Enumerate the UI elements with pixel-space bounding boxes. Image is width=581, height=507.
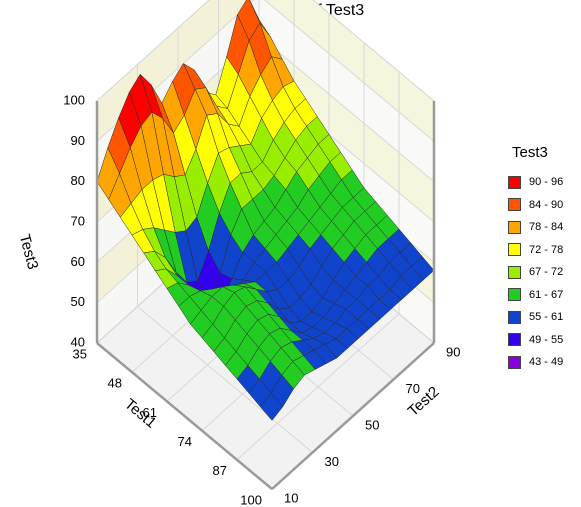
- legend-swatch: [508, 288, 521, 302]
- x-axis-title: Test1: [121, 396, 159, 432]
- legend-item: 67 - 72: [508, 261, 563, 284]
- legend-label: 90 - 96: [529, 176, 564, 189]
- z-tick-label: 100: [63, 92, 85, 107]
- tick-labels: 40 50 60 70 80 90 100 35 48 61 74 87 100 10 30 50 70 90 Te…: [16, 92, 461, 507]
- surface-mesh: [96, 0, 435, 421]
- y-tick-label: 30: [325, 454, 339, 469]
- legend-swatch: [508, 243, 521, 257]
- legend-label: 61 - 67: [529, 288, 564, 301]
- legend-item: 49 - 55: [508, 329, 563, 352]
- x-axis-line: [96, 342, 273, 490]
- y-tick-label: 50: [365, 417, 379, 432]
- legend-label: 43 - 49: [529, 356, 564, 369]
- legend-item: 61 - 67: [508, 284, 563, 307]
- legend-item: 84 - 90: [508, 194, 563, 217]
- x-tick-label: 74: [178, 434, 192, 449]
- legend-item: 72 - 78: [508, 239, 563, 262]
- z-gridline: [96, 0, 435, 102]
- y-axis-line: [271, 342, 435, 490]
- x-tick-label: 35: [73, 346, 87, 361]
- x-tick-label: 100: [240, 492, 262, 507]
- y-tick-label: 10: [284, 490, 298, 505]
- legend-label: 78 - 84: [529, 221, 564, 234]
- y-tick-label: 70: [406, 381, 420, 396]
- x-tick-label: 61: [143, 405, 157, 420]
- legend-item: 90 - 96: [508, 171, 563, 194]
- z-tick-label: 50: [71, 294, 85, 309]
- z-tick-label: 60: [71, 254, 85, 269]
- y-tick-label: 90: [446, 344, 460, 359]
- legend-label: 67 - 72: [529, 266, 564, 279]
- legend-swatch: [508, 265, 521, 279]
- legend-label: 72 - 78: [529, 243, 564, 256]
- legend-items: 90 - 96 84 - 90 78 - 84 72 - 78 67 - 72 61 - …: [508, 171, 563, 374]
- legend: Test3 90 - 96 84 - 90 78 - 84 72 - 78 67 - 7…: [508, 144, 563, 374]
- surface-cell: [260, 392, 284, 421]
- legend-item: 55 - 61: [508, 306, 563, 329]
- z-tick-label: 90: [71, 133, 85, 148]
- x-tick-label: 87: [213, 463, 227, 478]
- legend-swatch: [508, 310, 521, 324]
- legend-item: 78 - 84: [508, 216, 563, 239]
- legend-item: 43 - 49: [508, 351, 563, 374]
- legend-swatch: [508, 198, 521, 212]
- legend-swatch: [508, 355, 521, 369]
- legend-label: 55 - 61: [529, 311, 564, 324]
- legend-swatch: [508, 220, 521, 234]
- legend-swatch: [508, 175, 521, 189]
- z-tick-label: 40: [71, 334, 85, 349]
- wall-band: [259, 35, 434, 223]
- z-tick-label: 70: [71, 213, 85, 228]
- axis-lines: [95, 101, 436, 490]
- x-tick-label: 48: [108, 376, 122, 391]
- legend-label: 49 - 55: [529, 333, 564, 346]
- legend-label: 84 - 90: [529, 198, 564, 211]
- z-axis-title: Test3: [16, 232, 42, 271]
- z-tick-label: 80: [71, 173, 85, 188]
- legend-title: Test3: [512, 144, 548, 161]
- legend-swatch: [508, 333, 521, 347]
